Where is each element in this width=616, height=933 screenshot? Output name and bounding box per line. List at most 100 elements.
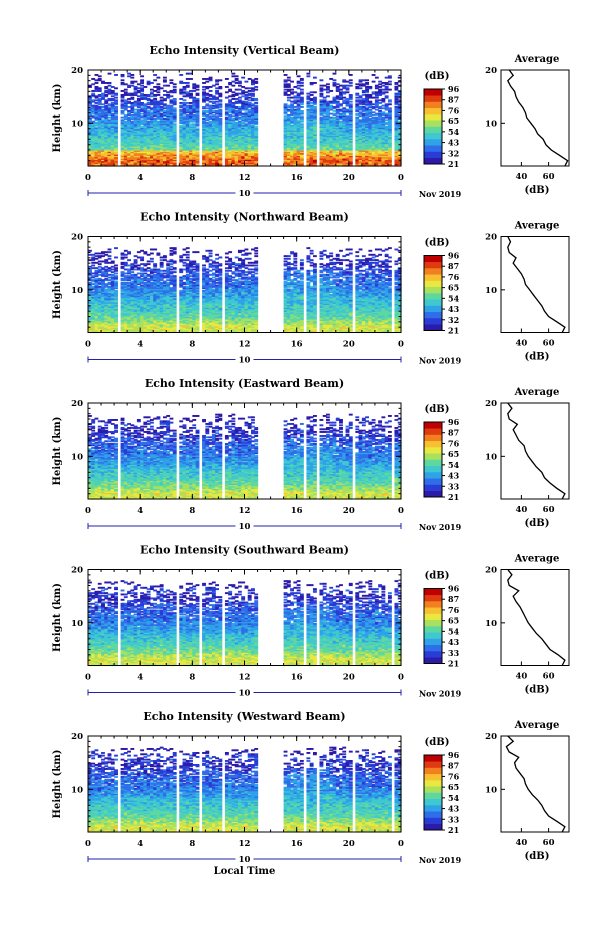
heatmap-cell (121, 74, 125, 76)
heatmap-cell (114, 115, 118, 117)
heatmap-cell (368, 101, 372, 103)
heatmap-cell (225, 86, 229, 88)
heatmap-cell (124, 262, 128, 264)
heatmap-cell (336, 101, 340, 103)
colorbar-tick-label: 87 (448, 95, 459, 105)
heatmap-cell (114, 87, 118, 89)
heatmap-cell (114, 273, 118, 275)
heatmap-cell (186, 85, 190, 87)
heatmap-cell (114, 97, 118, 99)
heatmap-cell (173, 89, 177, 91)
heatmap-cell (349, 82, 353, 84)
heatmap-cell (173, 86, 177, 88)
heatmap-cell (300, 91, 304, 93)
heatmap-cell (290, 81, 294, 83)
date-label: Nov 2019 (419, 189, 462, 199)
colorbar-tick-label: 32 (448, 148, 459, 158)
heatmap-cell (124, 89, 128, 91)
heatmap-cell (189, 93, 193, 95)
heatmap-cell (183, 99, 187, 101)
heatmap-cell (300, 78, 304, 80)
heatmap-cell (114, 275, 118, 277)
heatmap-cell (98, 263, 102, 265)
heatmap-cell (310, 94, 314, 96)
heatmap-cell (284, 74, 288, 76)
heatmap-cell (287, 83, 291, 85)
heatmap-cell (98, 78, 102, 80)
heatmap-cell (359, 87, 363, 89)
heatmap-cell (346, 91, 350, 93)
average-y-tick-label: 20 (485, 66, 497, 76)
heatmap-cell (254, 86, 258, 88)
heatmap-cell (254, 102, 258, 104)
heatmap-cell (306, 73, 310, 75)
heatmap-cell (313, 82, 317, 84)
heatmap-cell (160, 87, 164, 89)
heatmap-cell (209, 90, 213, 92)
colorbar-tick-label: 21 (448, 159, 459, 169)
colorbar-swatch (424, 95, 442, 102)
heatmap-cell (166, 85, 170, 87)
heatmap-cell (98, 87, 102, 89)
colorbar-swatch (424, 133, 442, 140)
heatmap-cell (218, 103, 222, 105)
heatmap-cell (349, 94, 353, 96)
colorbar-swatch (424, 114, 442, 121)
heatmap-cell (189, 78, 193, 80)
x-tick-label: 4 (137, 173, 143, 183)
heatmap (88, 73, 402, 167)
heatmap-cell (215, 83, 219, 85)
heatmap-cell (196, 85, 200, 87)
heatmap-cell (388, 75, 392, 77)
heatmap-cell (313, 77, 317, 79)
heatmap-cell (326, 86, 330, 88)
heatmap-cell (98, 75, 102, 77)
average-x-tick-label: 40 (515, 172, 527, 182)
y-tick-label: 10 (71, 119, 83, 129)
heatmap-cell (130, 74, 134, 76)
heatmap-cell (114, 74, 118, 76)
heatmap-cell (300, 89, 304, 91)
heatmap-cell (218, 99, 222, 101)
heatmap-cell (143, 86, 147, 88)
x-tick-label: 16 (291, 173, 303, 183)
heatmap-cell (300, 115, 304, 117)
heatmap-cell (215, 90, 219, 92)
heatmap-cell (108, 255, 112, 257)
colorbar-swatch (424, 108, 442, 115)
colorbar-swatch (424, 139, 442, 146)
heatmap-cell (385, 91, 389, 93)
heatmap-cell (173, 83, 177, 85)
heatmap-cell (156, 91, 160, 93)
heatmap-cell (326, 95, 330, 97)
colorbar-tick-label: 96 (448, 84, 460, 94)
heatmap-cell (173, 107, 177, 109)
heatmap-cell (114, 99, 118, 101)
heatmap-cell (173, 123, 177, 125)
heatmap-cell (88, 250, 92, 252)
colorbar-swatch (424, 120, 442, 127)
heatmap-cell (163, 79, 167, 81)
panel-title: Echo Intensity (Northward Beam) (140, 211, 349, 224)
heatmap-cell (254, 78, 258, 80)
heatmap-cell (163, 77, 167, 79)
heatmap-cell (385, 95, 389, 97)
heatmap-cell (300, 97, 304, 99)
average-x-tick-label: 60 (543, 172, 555, 182)
heatmap-cell (241, 77, 245, 79)
heatmap-cell (108, 249, 112, 251)
y-tick-label: 20 (71, 66, 83, 76)
heatmap-cell (300, 85, 304, 87)
average-title: Average (514, 54, 560, 65)
heatmap-cell (111, 90, 115, 92)
heatmap-cell (140, 79, 144, 81)
heatmap-cell (124, 257, 128, 259)
heatmap-cell (300, 82, 304, 84)
heatmap-cell (91, 265, 95, 267)
heatmap (88, 247, 402, 333)
heatmap-cell (231, 73, 235, 75)
heatmap-cell (108, 73, 112, 75)
